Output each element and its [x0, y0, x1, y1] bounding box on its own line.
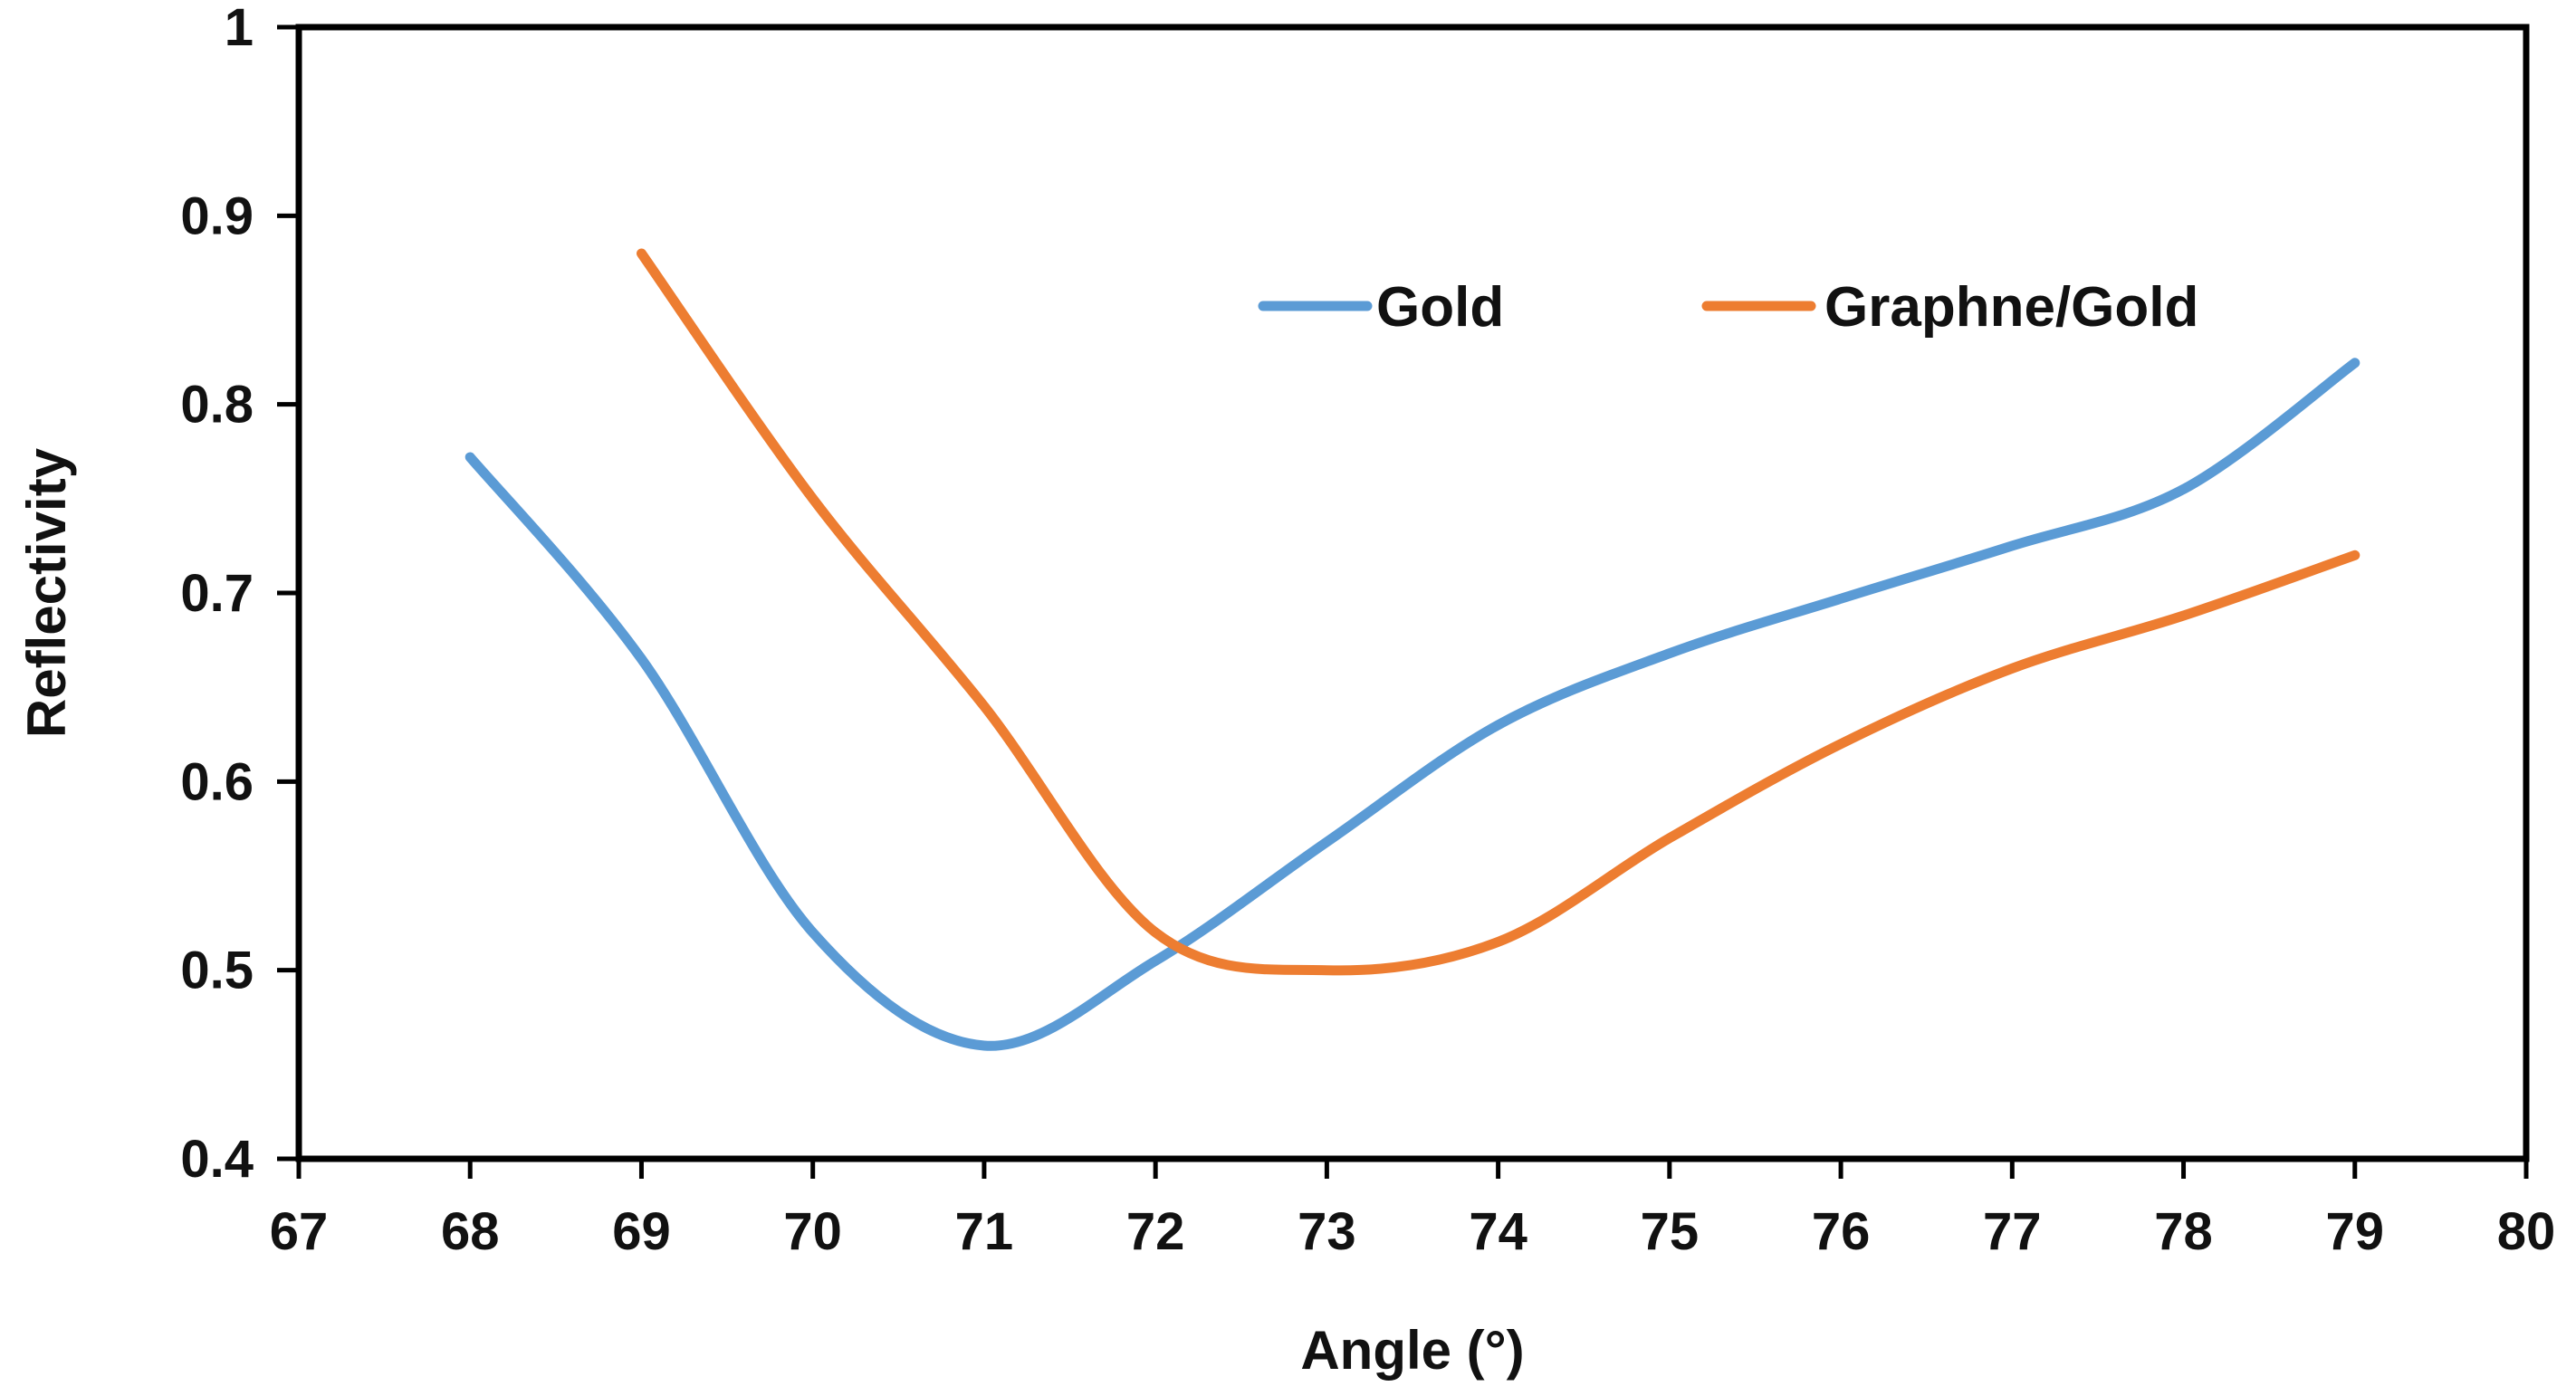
x-axis: 67 68 69 70 71 72 73 74 75 76 77 78 79 80: [270, 1159, 2556, 1261]
x-tick-label: 71: [955, 1202, 1014, 1261]
y-tick-label: 0.7: [180, 564, 254, 623]
y-tick-label: 0.8: [180, 376, 254, 435]
y-axis: 0.4 0.5 0.6 0.7 0.8 0.9 1: [180, 0, 299, 1189]
x-tick-label: 72: [1126, 1202, 1185, 1261]
y-tick-label: 0.4: [180, 1130, 254, 1189]
x-tick-label: 76: [1812, 1202, 1871, 1261]
legend-label-graphne-gold: Graphne/Gold: [1824, 276, 2198, 339]
series-line-graphne-gold: [637, 248, 2361, 976]
y-tick-label: 1: [225, 0, 254, 57]
x-tick-label: 80: [2497, 1202, 2556, 1261]
plot-frame: [295, 24, 2530, 1162]
legend-label-gold: Gold: [1376, 276, 1504, 339]
x-tick-label: 73: [1298, 1202, 1356, 1261]
x-tick-label: 77: [1983, 1202, 2042, 1261]
legend: Gold Graphne/Gold: [1258, 276, 2198, 339]
x-tick-label: 69: [612, 1202, 671, 1261]
series-line-gold: [464, 358, 2361, 1051]
y-axis-title: Reflectivity: [16, 447, 77, 738]
x-tick-label: 78: [2154, 1202, 2213, 1261]
x-tick-label: 74: [1469, 1202, 1527, 1261]
x-tick-label: 75: [1641, 1202, 1700, 1261]
series-lines: [464, 248, 2361, 1051]
y-tick-label: 0.6: [180, 752, 254, 811]
x-axis-title: Angle (°): [1300, 1320, 1524, 1381]
x-tick-label: 68: [441, 1202, 500, 1261]
x-tick-label: 67: [270, 1202, 329, 1261]
x-tick-label: 79: [2326, 1202, 2385, 1261]
x-tick-label: 70: [783, 1202, 842, 1261]
y-tick-label: 0.5: [180, 942, 254, 1000]
y-tick-label: 0.9: [180, 186, 254, 245]
plot-area-border: [295, 24, 2530, 1162]
